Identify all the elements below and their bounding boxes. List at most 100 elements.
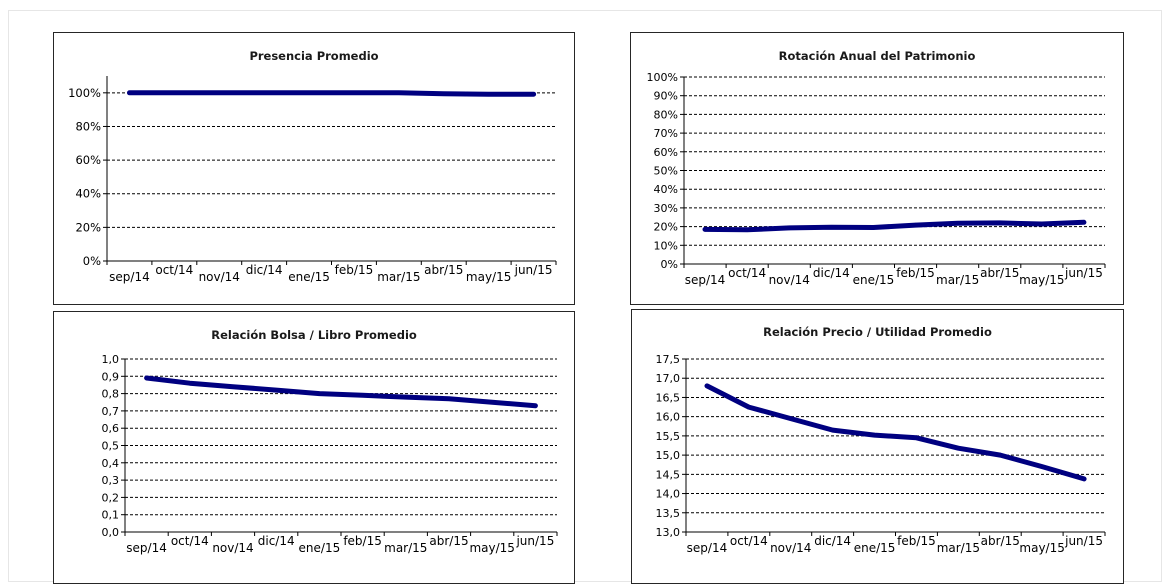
x-tick-label: may/15 — [466, 270, 511, 284]
x-tick-label: sep/14 — [685, 273, 726, 287]
x-tick-label: sep/14 — [687, 541, 728, 555]
data-point — [351, 90, 357, 96]
x-tick-label: jun/15 — [515, 534, 554, 548]
x-tick-label: mar/15 — [384, 541, 427, 555]
chart-title: Rotación Anual del Patrimonio — [778, 49, 976, 63]
data-point — [360, 393, 365, 398]
x-tick-label: sep/14 — [109, 270, 150, 284]
y-tick-label: 60% — [654, 146, 678, 159]
data-point — [998, 452, 1003, 458]
x-tick-label: may/15 — [469, 541, 514, 555]
x-tick-label: dic/14 — [813, 266, 850, 280]
chart-title: Relación Bolsa / Libro Promedio — [211, 328, 417, 342]
data-point — [702, 227, 708, 232]
y-tick-label: 100% — [647, 71, 678, 84]
dashboard-frame — [8, 10, 1162, 582]
x-tick-label: feb/15 — [343, 534, 382, 548]
x-tick-label: feb/15 — [335, 263, 374, 277]
data-point — [956, 445, 961, 451]
x-tick-label: oct/14 — [171, 534, 209, 548]
y-tick-label: 15,0 — [656, 449, 681, 462]
data-point — [217, 90, 222, 96]
x-tick-label: oct/14 — [155, 263, 193, 277]
data-point — [230, 384, 236, 389]
x-tick-label: dic/14 — [814, 534, 851, 548]
y-tick-label: 16,5 — [656, 391, 681, 404]
y-tick-label: 16,0 — [656, 411, 681, 424]
x-tick-label: nov/14 — [212, 541, 253, 555]
x-tick-label: abr/15 — [424, 263, 463, 277]
y-tick-label: 14,0 — [656, 488, 681, 501]
chart-title: Relación Precio / Utilidad Promedio — [763, 325, 992, 339]
data-point — [997, 220, 1002, 226]
chart-plot: 13,0 13,5 14,0 14,5 15,0 15,5 16,0 16,5 17,0 17,5… — [656, 353, 1106, 555]
data-point — [955, 221, 960, 226]
x-tick-label: ene/15 — [299, 541, 341, 555]
y-tick-label: 30% — [654, 202, 678, 215]
data-point — [274, 387, 279, 393]
data-point — [531, 91, 536, 97]
data-point — [533, 403, 538, 408]
y-tick-label: 10% — [654, 239, 678, 252]
x-tick-label: sep/14 — [126, 541, 167, 555]
x-tick-label: ene/15 — [853, 273, 895, 287]
data-point — [746, 404, 752, 410]
y-tick-label: 50% — [654, 165, 678, 178]
y-tick-label: 0,6 — [102, 422, 120, 435]
y-tick-label: 40% — [654, 183, 678, 196]
y-tick-label: 14,5 — [656, 468, 681, 481]
data-point — [306, 90, 312, 96]
y-tick-label: 13,5 — [656, 507, 681, 520]
y-tick-label: 90% — [654, 90, 678, 103]
y-tick-label: 0,0 — [102, 526, 120, 539]
y-tick-label: 17,0 — [656, 372, 681, 385]
x-tick-label: feb/15 — [897, 534, 936, 548]
y-tick-label: 60% — [75, 153, 101, 167]
chart-panel-bolsa-libro: Relación Bolsa / Libro Promedio 0,0 0,1 0,… — [53, 311, 575, 584]
series-line — [704, 383, 1087, 482]
x-tick-label: dic/14 — [246, 263, 283, 277]
data-point — [830, 427, 835, 433]
series-line — [127, 90, 537, 97]
y-tick-label: 0,2 — [102, 491, 120, 504]
chart-panel-presencia: Presencia Promedio 0% 20% 40% 60% 80% 100% sep… — [53, 32, 575, 305]
data-point — [1081, 476, 1087, 482]
data-point — [704, 383, 710, 389]
chart-panel-precio-utilidad: Relación Precio / Utilidad Promedio 13,0… — [631, 309, 1124, 584]
data-point — [446, 396, 452, 401]
x-tick-label: may/15 — [1019, 541, 1064, 555]
y-tick-label: 70% — [654, 127, 678, 140]
data-point — [187, 381, 192, 386]
series-line — [144, 375, 538, 409]
y-tick-label: 0,7 — [102, 405, 120, 418]
y-tick-label: 13,0 — [656, 526, 681, 539]
y-tick-label: 0,8 — [102, 388, 120, 401]
x-tick-label: mar/15 — [377, 270, 420, 284]
data-point — [787, 225, 792, 231]
x-tick-label: oct/14 — [728, 266, 766, 280]
x-tick-label: dic/14 — [258, 534, 295, 548]
data-point — [490, 400, 495, 405]
data-point — [744, 227, 750, 232]
data-point — [144, 375, 149, 381]
chart-plot: 0,0 0,1 0,2 0,3 0,4 0,5 0,6 0,7 0,8 0,9 1,0 sep/14 o… — [102, 353, 558, 555]
x-tick-label: ene/15 — [854, 541, 896, 555]
x-tick-label: oct/14 — [730, 534, 768, 548]
data-point — [127, 90, 132, 96]
chart-plot: 0% 10% 20% 30% 40% 50% 60% 70% 80% 90% 100% sep/14 o… — [647, 71, 1106, 287]
x-tick-label: jun/15 — [514, 263, 553, 277]
y-tick-label: 0% — [83, 254, 101, 268]
y-tick-label: 0,5 — [102, 440, 120, 453]
y-tick-label: 0,4 — [102, 457, 120, 470]
series-line — [702, 219, 1087, 233]
x-tick-label: jun/15 — [1064, 266, 1103, 280]
data-point — [172, 90, 177, 96]
data-point — [396, 90, 402, 96]
y-tick-label: 0,3 — [102, 474, 120, 487]
x-tick-label: abr/15 — [429, 534, 468, 548]
data-point — [1081, 220, 1087, 225]
x-tick-label: mar/15 — [937, 541, 980, 555]
x-tick-label: ene/15 — [288, 270, 330, 284]
x-tick-label: nov/14 — [770, 541, 811, 555]
data-point — [914, 435, 919, 441]
